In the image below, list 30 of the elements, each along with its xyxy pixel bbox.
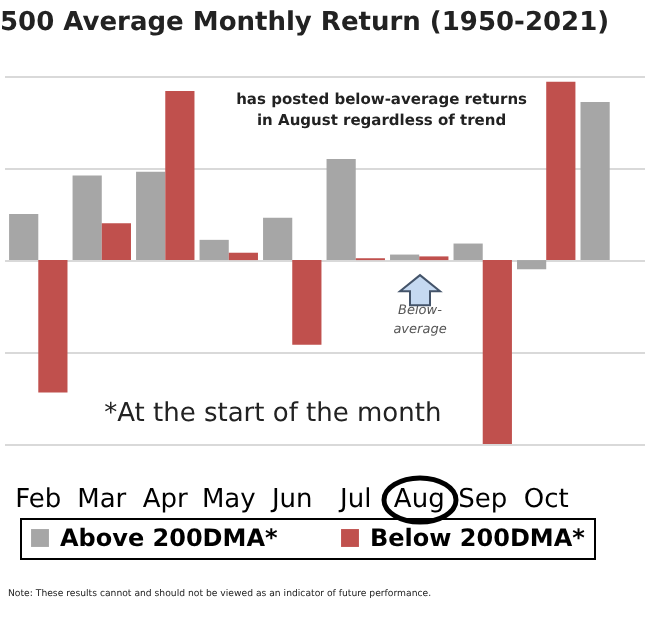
bar [326, 158, 356, 261]
bar [292, 260, 322, 345]
x-tick-label: Apr [142, 485, 190, 515]
bar [101, 223, 131, 261]
bar [9, 214, 39, 261]
bar [136, 171, 166, 261]
x-tick-label: Feb [15, 485, 62, 515]
x-tick-label: Mar [77, 485, 128, 515]
bar [228, 252, 258, 261]
bar [165, 90, 195, 261]
legend-label: Below 200DMA* [370, 524, 587, 552]
x-tick-label: Sep [458, 485, 508, 515]
bar [38, 260, 68, 393]
chart-title: 500 Average Monthly Return (1950-2021) [0, 8, 610, 38]
legend-label: Above 200DMA* [60, 524, 279, 552]
bar [390, 254, 420, 261]
bar [580, 101, 610, 261]
bar [453, 243, 483, 261]
x-tick-label: Oct [523, 485, 569, 515]
bar [482, 260, 512, 444]
x-tick-label: May [201, 485, 257, 515]
x-tick-label: Jul [338, 485, 372, 515]
bar [263, 217, 293, 261]
x-tick-label: Jun [269, 485, 313, 515]
bar [199, 239, 229, 261]
bar [517, 260, 547, 270]
x-tick-label: Aug [393, 485, 445, 515]
annotation: *At the start of the month [104, 398, 442, 429]
bar [546, 81, 576, 261]
bar [72, 175, 102, 261]
